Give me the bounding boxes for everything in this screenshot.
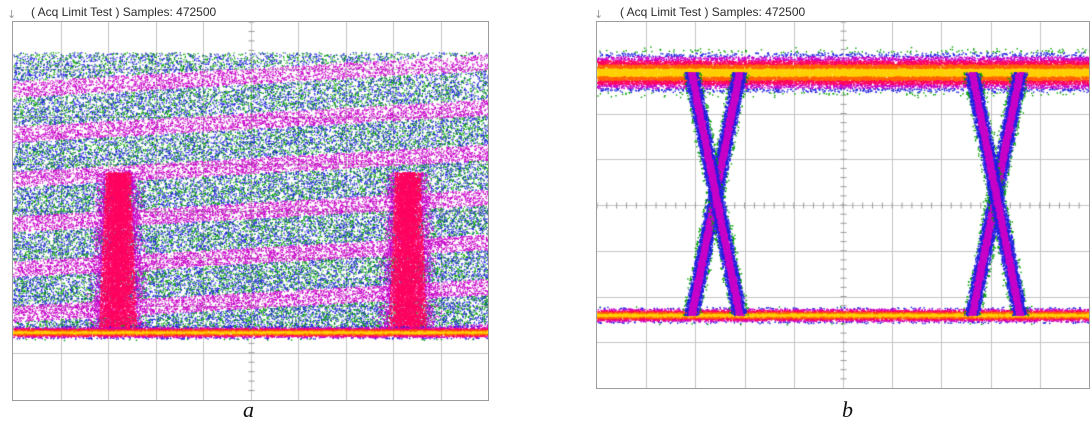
acquisition-header: ( Acq Limit Test ) Samples: 472500 [620, 5, 806, 19]
eye-diagram-display [12, 21, 489, 401]
trigger-marker-icon: ↓ [594, 8, 604, 21]
eye-diagram-display [596, 21, 1090, 389]
panel-caption: a [243, 397, 254, 422]
panel-caption: b [842, 397, 853, 422]
eye-diagram-canvas [13, 22, 488, 400]
trigger-marker-icon: ↓ [7, 8, 17, 21]
eye-diagram-canvas [597, 22, 1089, 388]
acquisition-header: ( Acq Limit Test ) Samples: 472500 [31, 5, 217, 19]
